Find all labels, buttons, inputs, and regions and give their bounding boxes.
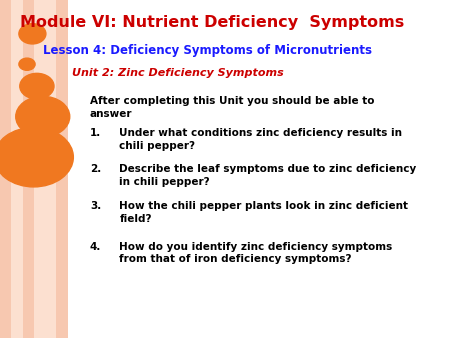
Circle shape (0, 127, 73, 187)
Text: 3.: 3. (90, 201, 101, 211)
Bar (34, 0, 45, 338)
Text: 2.: 2. (90, 164, 101, 174)
Text: Lesson 4: Deficiency Symptoms of Micronutrients: Lesson 4: Deficiency Symptoms of Micronu… (43, 44, 372, 57)
Text: Unit 2: Zinc Deficiency Symptoms: Unit 2: Zinc Deficiency Symptoms (72, 68, 284, 78)
Bar (56, 0, 68, 338)
Circle shape (19, 58, 35, 70)
Text: How do you identify zinc deficiency symptoms
from that of iron deficiency sympto: How do you identify zinc deficiency symp… (119, 242, 392, 264)
Bar (11, 0, 22, 338)
Text: Module VI: Nutrient Deficiency  Symptoms: Module VI: Nutrient Deficiency Symptoms (20, 15, 405, 30)
Bar (68, 0, 450, 338)
Text: Under what conditions zinc deficiency results in
chili pepper?: Under what conditions zinc deficiency re… (119, 128, 402, 151)
Circle shape (16, 96, 70, 137)
Bar (22, 0, 34, 338)
Text: 4.: 4. (90, 242, 101, 252)
Bar (45, 0, 56, 338)
Text: Describe the leaf symptoms due to zinc deficiency
in chili pepper?: Describe the leaf symptoms due to zinc d… (119, 164, 417, 187)
Text: How the chili pepper plants look in zinc deficient
field?: How the chili pepper plants look in zinc… (119, 201, 408, 224)
Circle shape (19, 24, 46, 44)
Text: After completing this Unit you should be able to
answer: After completing this Unit you should be… (90, 96, 374, 119)
Text: 1.: 1. (90, 128, 101, 139)
Circle shape (20, 73, 54, 99)
Bar (0, 0, 11, 338)
